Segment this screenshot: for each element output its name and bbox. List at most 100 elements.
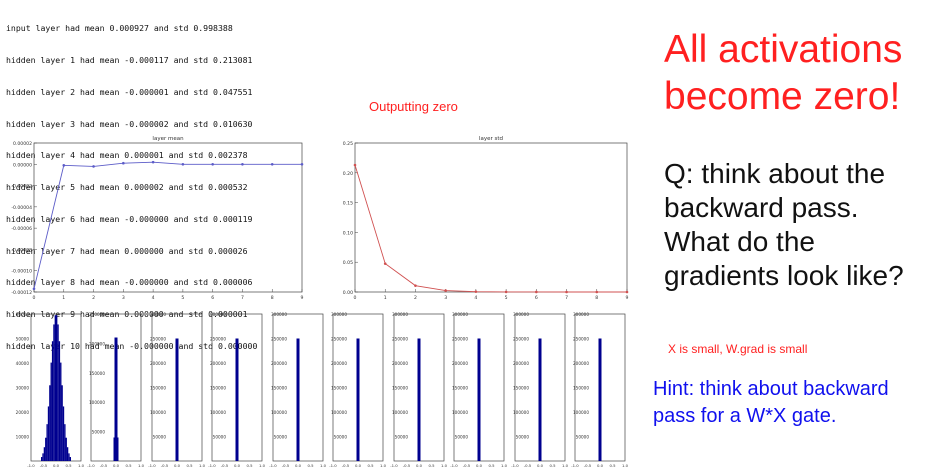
- x-tick-label: 3: [444, 295, 447, 301]
- histogram-y-tick: 100000: [392, 410, 408, 415]
- log-line: hidden layer 6 had mean -0.000000 and st…: [6, 213, 253, 224]
- log-line: hidden layer 3 had mean -0.000002 and st…: [6, 118, 253, 129]
- histogram-y-tick: 100000: [210, 410, 226, 415]
- histogram-x-tick: 0.0: [476, 463, 483, 468]
- histogram-x-tick: -1.0: [329, 463, 337, 468]
- histogram-y-tick: 200000: [89, 341, 105, 346]
- histogram-bar: [114, 337, 118, 461]
- histogram-x-tick: 1.0: [320, 463, 327, 468]
- histogram-x-tick: 0.5: [549, 463, 556, 468]
- y-tick-label: 0.05: [343, 260, 353, 266]
- y-tick-label: -0.00002: [11, 184, 32, 190]
- histogram-y-tick: 300000: [392, 312, 408, 317]
- histogram-x-tick: -1.0: [27, 463, 35, 468]
- x-tick-label: 9: [301, 295, 304, 301]
- data-point: [353, 163, 357, 167]
- histogram-y-tick: 200000: [573, 361, 589, 366]
- histogram-y-tick: 100000: [331, 410, 347, 415]
- histogram-y-tick: 30000: [16, 386, 30, 391]
- data-point: [181, 162, 185, 166]
- data-point: [122, 161, 125, 165]
- histogram-y-tick: 50000: [576, 435, 590, 440]
- histogram-bar: [477, 338, 481, 461]
- histogram-bar: [49, 385, 51, 461]
- histogram-y-tick: 250000: [452, 337, 468, 342]
- x-tick-label: 0: [33, 295, 36, 301]
- histogram-y-tick: 50000: [516, 435, 530, 440]
- histogram-y-tick: 10000: [16, 435, 30, 440]
- histogram-x-tick: -0.5: [342, 463, 350, 468]
- plot-frame: [33, 142, 303, 293]
- histogram-x-tick: -0.5: [40, 463, 48, 468]
- histogram-y-tick: 150000: [392, 386, 408, 391]
- histogram-x-tick: -0.5: [161, 463, 169, 468]
- histogram-x-tick: 0.5: [65, 463, 72, 468]
- y-tick-label: -0.00004: [11, 205, 32, 211]
- histogram-y-tick: 200000: [392, 361, 408, 366]
- histogram-y-tick: 300000: [210, 312, 226, 317]
- histogram-x-tick: -1.0: [390, 463, 398, 468]
- log-line: hidden layer 8 had mean -0.000000 and st…: [6, 277, 253, 288]
- outputting-zero-annotation: Outputting zero: [369, 99, 458, 114]
- data-point: [414, 284, 417, 287]
- series-line: [354, 164, 628, 293]
- histogram-x-tick: 0.0: [113, 463, 120, 468]
- x-tick-label: 9: [626, 295, 629, 301]
- data-point: [270, 162, 274, 166]
- log-line: hidden layer 2 had mean -0.000001 and st…: [6, 86, 253, 97]
- hint-line: Hint: think about backward: [653, 378, 889, 400]
- y-tick-label: 0.00000: [13, 162, 32, 168]
- histogram-y-tick: 150000: [271, 386, 287, 391]
- histogram-y-tick: 150000: [452, 386, 468, 391]
- question-line: What do the: [664, 226, 815, 257]
- histogram-bar: [50, 362, 52, 461]
- histogram-y-tick: 200000: [271, 361, 287, 366]
- data-point: [92, 165, 95, 168]
- data-point: [32, 287, 36, 291]
- histogram-y-tick: 150000: [331, 386, 347, 391]
- histogram-x-tick: 0.0: [53, 463, 60, 468]
- x-tick-label: 7: [241, 295, 244, 301]
- x-tick-label: 6: [535, 295, 538, 301]
- histogram-y-tick: 200000: [513, 361, 529, 366]
- chart-title: layer std: [479, 136, 503, 142]
- histogram-y-tick: 50000: [153, 435, 167, 440]
- histogram-x-tick: -1.0: [511, 463, 519, 468]
- histogram-x-tick: 1.0: [501, 463, 508, 468]
- x-tick-label: 1: [384, 295, 387, 301]
- histogram-x-tick: 1.0: [138, 463, 145, 468]
- histogram-y-tick: 150000: [573, 386, 589, 391]
- chart-title: layer mean: [152, 136, 184, 142]
- histogram-y-tick: 100000: [271, 410, 287, 415]
- histogram-y-tick: 20000: [16, 410, 30, 415]
- histogram-x-tick: -0.5: [282, 463, 290, 468]
- data-point: [444, 289, 447, 292]
- histogram-x-tick: 0.5: [428, 463, 435, 468]
- histogram-bar: [53, 324, 55, 461]
- histogram-x-tick: 1.0: [259, 463, 266, 468]
- gradient-note: X is small, W.grad is small: [668, 342, 808, 356]
- histogram-x-tick: 1.0: [78, 463, 85, 468]
- y-tick-label: -0.00010: [11, 269, 32, 275]
- log-line: hidden layer 1 had mean -0.000117 and st…: [6, 54, 253, 65]
- hint-line: pass for a W*X gate.: [653, 405, 837, 427]
- y-tick-label: 0.25: [343, 141, 353, 147]
- histogram-y-tick: 150000: [513, 386, 529, 391]
- y-tick-label: 0.10: [343, 230, 353, 236]
- histogram-bar: [56, 315, 58, 461]
- headline-line: All activations: [664, 28, 903, 71]
- y-tick-label: -0.00006: [11, 226, 32, 232]
- histogram-y-tick: 50000: [455, 435, 469, 440]
- histogram-bar: [41, 457, 43, 461]
- histogram-bar: [598, 338, 602, 461]
- question-line: Q: think about the: [664, 158, 886, 189]
- histogram-bar: [57, 324, 59, 461]
- histogram-x-tick: -1.0: [87, 463, 95, 468]
- series-line: [33, 161, 302, 289]
- histogram-bar: [58, 341, 61, 461]
- x-tick-label: 7: [565, 295, 568, 301]
- x-tick-label: 2: [92, 295, 95, 301]
- x-tick-label: 4: [474, 295, 477, 301]
- data-point: [211, 162, 214, 166]
- histogram-y-tick: 200000: [210, 361, 226, 366]
